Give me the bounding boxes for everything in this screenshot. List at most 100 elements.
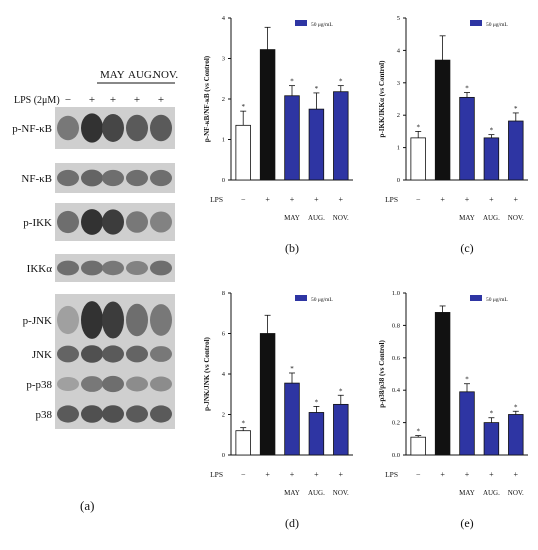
blot-lane-mark: + bbox=[89, 94, 95, 106]
blot-band bbox=[102, 169, 124, 187]
lps-mark: + bbox=[314, 470, 319, 479]
y-tick-label: 0.4 bbox=[392, 387, 401, 394]
blot-band bbox=[102, 345, 124, 363]
blot-group-label-nov: NOV. bbox=[153, 69, 178, 81]
category-label: AUG. bbox=[483, 214, 500, 222]
blot-band bbox=[57, 210, 79, 234]
legend-swatch bbox=[470, 295, 482, 301]
lps-mark: + bbox=[265, 470, 270, 479]
bar bbox=[434, 312, 451, 456]
bar-chart-c: 0 1 2 3 4 5 p-IKK/IKKα (vs Control) 50 μg/mL * − +… bbox=[378, 15, 528, 255]
lps-mark: − bbox=[241, 470, 246, 479]
bar-chart-d: 0 2 4 6 8 p-JNK/JNK (vs Control) 50 μg/mL * − + * +… bbox=[203, 290, 353, 530]
bar bbox=[259, 49, 276, 181]
blot-lane-mark: + bbox=[158, 94, 164, 106]
lps-row-label: LPS bbox=[385, 470, 398, 479]
y-tick-label: 0.6 bbox=[392, 355, 401, 362]
category-label: NOV. bbox=[508, 489, 524, 497]
blot-band bbox=[102, 375, 124, 393]
lps-mark: − bbox=[416, 470, 421, 479]
category-label: AUG. bbox=[308, 489, 325, 497]
y-tick-label: 0 bbox=[222, 177, 225, 184]
lps-mark: + bbox=[290, 195, 295, 204]
bar bbox=[333, 403, 349, 456]
legend-swatch bbox=[470, 20, 482, 26]
lps-mark: + bbox=[265, 195, 270, 204]
y-tick-label: 3 bbox=[397, 80, 400, 87]
bar bbox=[508, 120, 524, 181]
y-tick-label: 2 bbox=[222, 96, 225, 103]
bar bbox=[235, 124, 251, 181]
lps-mark: + bbox=[339, 470, 344, 479]
y-axis-label: p-IKK/IKKα (vs Control) bbox=[378, 60, 386, 138]
bar bbox=[459, 96, 475, 181]
blot-band bbox=[57, 405, 79, 423]
lps-mark: + bbox=[514, 195, 519, 204]
bar bbox=[259, 333, 276, 456]
blot-band bbox=[102, 260, 124, 276]
blot-band bbox=[81, 301, 103, 339]
lps-mark: + bbox=[339, 195, 344, 204]
significance-mark: * bbox=[465, 376, 469, 384]
category-label: MAY bbox=[459, 214, 475, 222]
y-tick-label: 1 bbox=[397, 145, 400, 152]
blot-band bbox=[126, 114, 148, 142]
panel-label: (c) bbox=[460, 241, 473, 255]
bar bbox=[508, 414, 524, 456]
blot-band bbox=[57, 305, 79, 335]
bar-chart-b: 0 1 2 3 4 p-NF-κB/NF-κB (vs Control) 50 μg/mL *… bbox=[203, 15, 353, 255]
significance-mark: * bbox=[315, 398, 319, 406]
blot-protein-label: p-NF-κB bbox=[12, 123, 52, 135]
blot-band bbox=[150, 169, 172, 187]
significance-mark: * bbox=[339, 78, 343, 86]
blot-band bbox=[126, 345, 148, 363]
blot-band bbox=[126, 211, 148, 233]
blot-band bbox=[126, 303, 148, 337]
lps-mark: + bbox=[290, 470, 295, 479]
y-tick-label: 4 bbox=[222, 371, 226, 378]
blot-protein-label: p-JNK bbox=[23, 315, 52, 327]
blot-band bbox=[102, 405, 124, 423]
blot-band bbox=[126, 169, 148, 187]
blot-band bbox=[57, 376, 79, 392]
lps-mark: + bbox=[514, 470, 519, 479]
y-tick-label: 0.2 bbox=[392, 420, 400, 427]
bar bbox=[333, 91, 349, 181]
blot-band bbox=[150, 376, 172, 392]
panel-label-a: (a) bbox=[80, 498, 95, 513]
blot-band bbox=[81, 209, 103, 235]
bar bbox=[235, 430, 251, 456]
significance-mark: * bbox=[290, 365, 294, 373]
blot-band bbox=[81, 376, 103, 392]
category-label: NOV. bbox=[333, 214, 349, 222]
significance-mark: * bbox=[339, 387, 343, 395]
blot-band bbox=[57, 345, 79, 363]
bar-chart-e: 0.0 0.2 0.4 0.6 0.8 1.0 p-p38/p38 (vs Control)… bbox=[378, 290, 528, 530]
y-tick-label: 5 bbox=[397, 15, 400, 22]
category-label: AUG. bbox=[308, 214, 325, 222]
legend-swatch bbox=[295, 20, 307, 26]
bar bbox=[410, 436, 426, 456]
lps-mark: + bbox=[489, 470, 494, 479]
lps-row-label: LPS bbox=[210, 470, 223, 479]
lps-mark: + bbox=[465, 195, 470, 204]
bar bbox=[410, 137, 426, 181]
blot-band bbox=[81, 405, 103, 423]
significance-mark: * bbox=[514, 403, 518, 411]
bar bbox=[483, 137, 500, 181]
blot-band bbox=[150, 114, 172, 142]
blot-lane-mark: + bbox=[110, 94, 116, 106]
category-label: MAY bbox=[284, 214, 300, 222]
blot-band bbox=[150, 260, 172, 276]
lps-mark: + bbox=[314, 195, 319, 204]
blot-band bbox=[150, 405, 172, 423]
blot-protein-labels: p-NF-κB NF-κB p-IKK IKKα p-JNK JNK p-p38 p38 bbox=[12, 123, 52, 421]
y-axis-label: p-p38/p38 (vs Control) bbox=[378, 340, 386, 408]
category-label: NOV. bbox=[508, 214, 524, 222]
blot-band bbox=[126, 376, 148, 392]
blot-band bbox=[81, 260, 103, 276]
category-label: MAY bbox=[459, 489, 475, 497]
blot-band bbox=[81, 169, 103, 187]
blot-band bbox=[150, 304, 172, 336]
blot-band bbox=[102, 301, 124, 339]
